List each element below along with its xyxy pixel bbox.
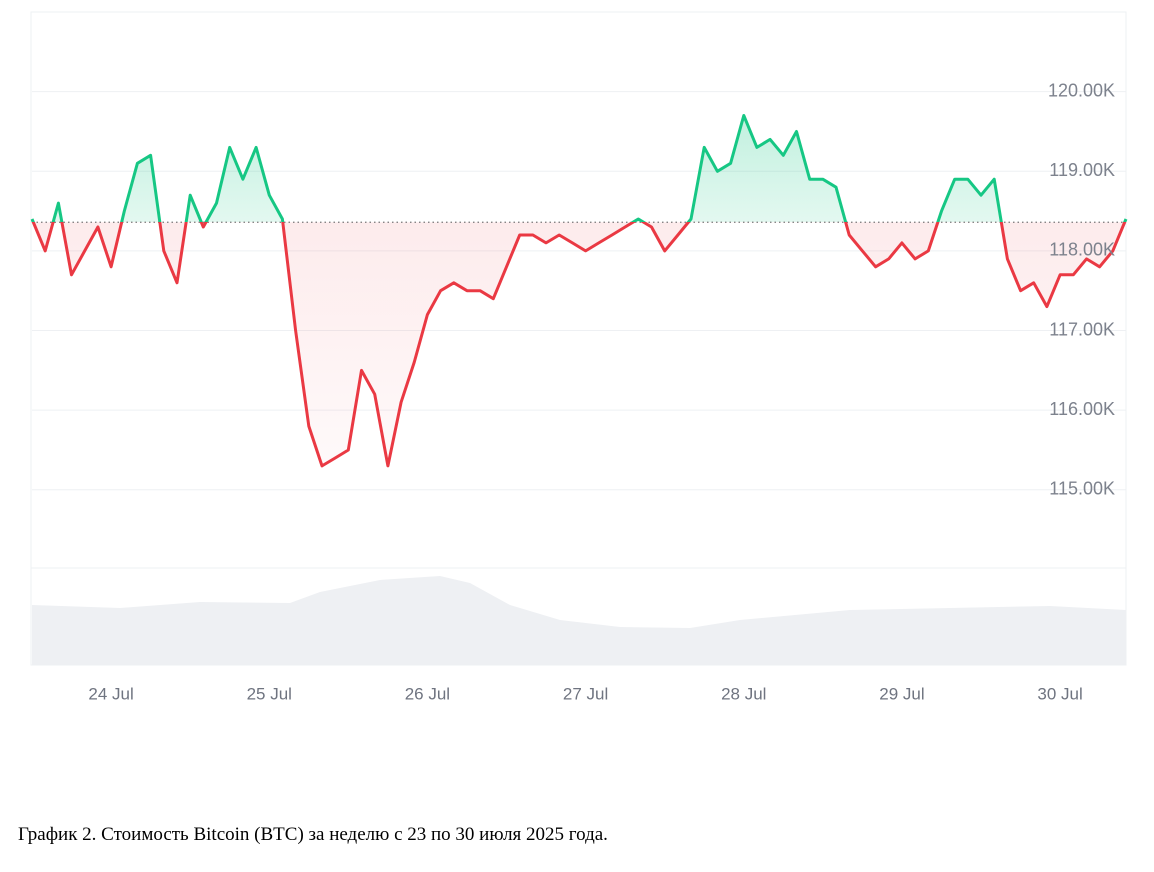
x-tick-label: 29 Jul (879, 684, 924, 703)
plot-frame (30, 11, 1127, 666)
caption: График 2. Стоимость Bitcoin (BTC) за нед… (18, 824, 608, 845)
x-tick-label: 24 Jul (88, 684, 133, 703)
y-tick-label: 120.00K (1048, 80, 1115, 100)
x-tick-label: 25 Jul (247, 684, 292, 703)
baseline-fill (32, 115, 1126, 466)
x-tick-label: 27 Jul (563, 684, 608, 703)
y-tick-label: 119.00K (1049, 160, 1115, 180)
y-tick-label: 115.00K (1049, 479, 1115, 499)
y-tick-label: 118.00K (1049, 240, 1115, 260)
x-tick-label: 28 Jul (721, 684, 766, 703)
y-tick-label: 117.00K (1049, 319, 1115, 339)
volume-area (32, 576, 1126, 665)
chart: 24 Jul 25 Jul 26 Jul 27 Jul 28 Jul 29 Jul 30 J… (30, 11, 1128, 703)
y-tick-label: 116.00K (1049, 399, 1115, 419)
x-tick-label: 30 Jul (1037, 684, 1082, 703)
price-line (30, 114, 1128, 468)
x-tick-label: 26 Jul (405, 684, 450, 703)
